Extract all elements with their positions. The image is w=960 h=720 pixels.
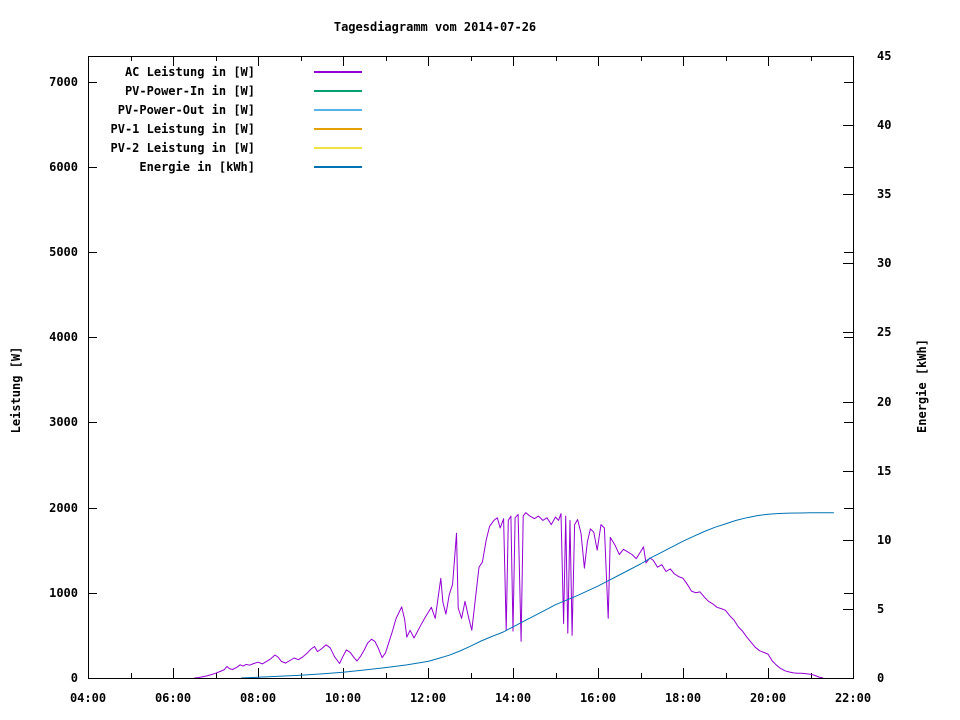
x-tick-label: 14:00 xyxy=(494,691,532,705)
legend-label: Energie in [kWh] xyxy=(139,159,255,174)
y-tick-label: 0 xyxy=(70,671,78,685)
y-tick-label: 4000 xyxy=(49,330,78,345)
legend-label: PV-Power-In in [W] xyxy=(124,83,255,98)
y-tick-label: 2000 xyxy=(49,500,78,515)
legend-line-sample xyxy=(314,70,362,73)
legend-row: PV-Power-In in [W] xyxy=(0,81,362,100)
legend-row: Energie in [kWh] xyxy=(0,157,362,176)
y2-tick-label: 0 xyxy=(877,671,885,685)
y-tick-label: 7000 xyxy=(49,74,78,89)
y2-tick-label: 20 xyxy=(877,394,892,409)
x-tick-label: 08:00 xyxy=(239,691,277,705)
y2-tick-label: 30 xyxy=(877,256,892,271)
x-tick-label: 12:00 xyxy=(409,691,447,705)
x-tick-label: 04:00 xyxy=(69,691,107,705)
legend-row: PV-2 Leistung in [W] xyxy=(0,138,362,157)
legend-line-sample xyxy=(314,127,362,130)
y2-tick-label: 5 xyxy=(877,601,885,616)
legend-line-sample xyxy=(314,146,362,149)
y-axis-label-left: Leistung [W] xyxy=(9,346,23,434)
y2-tick-label: 40 xyxy=(877,118,892,133)
y-tick-label: 6000 xyxy=(49,159,78,174)
x-tick-label: 06:00 xyxy=(154,691,192,705)
x-tick-label: 20:00 xyxy=(749,691,787,705)
legend-label: PV-2 Leistung in [W] xyxy=(110,140,256,155)
legend-row: PV-Power-Out in [W] xyxy=(0,100,362,119)
legend-label: PV-Power-Out in [W] xyxy=(117,102,255,117)
y2-tick-label: 35 xyxy=(877,187,892,202)
chart-title: Tagesdiagramm vom 2014-07-26 xyxy=(333,20,537,34)
x-tick-label: 16:00 xyxy=(579,691,617,705)
legend-line-sample xyxy=(314,165,362,168)
y2-tick-label: 10 xyxy=(877,532,892,547)
legend-line-sample xyxy=(314,108,362,111)
y-axis-label-right: Energie [kWh] xyxy=(915,339,929,433)
y2-tick-label: 25 xyxy=(877,325,892,340)
y-tick-label: 1000 xyxy=(49,585,78,600)
x-tick-label: 22:00 xyxy=(834,691,872,705)
series-line-5 xyxy=(240,512,834,678)
legend-label: AC Leistung in [W] xyxy=(124,64,255,79)
y2-tick-label: 15 xyxy=(877,463,892,478)
axis-ticks xyxy=(88,56,854,679)
series-line-0 xyxy=(194,512,824,678)
x-tick-label: 10:00 xyxy=(324,691,362,705)
legend-label: PV-1 Leistung in [W] xyxy=(110,121,256,136)
x-tick-label: 18:00 xyxy=(664,691,702,705)
y-tick-label: 3000 xyxy=(49,415,78,430)
y2-tick-label: 45 xyxy=(877,49,892,63)
y-tick-label: 5000 xyxy=(49,244,78,259)
legend-line-sample xyxy=(314,89,362,92)
legend-row: PV-1 Leistung in [W] xyxy=(0,119,362,138)
legend-row: AC Leistung in [W] xyxy=(0,62,362,81)
